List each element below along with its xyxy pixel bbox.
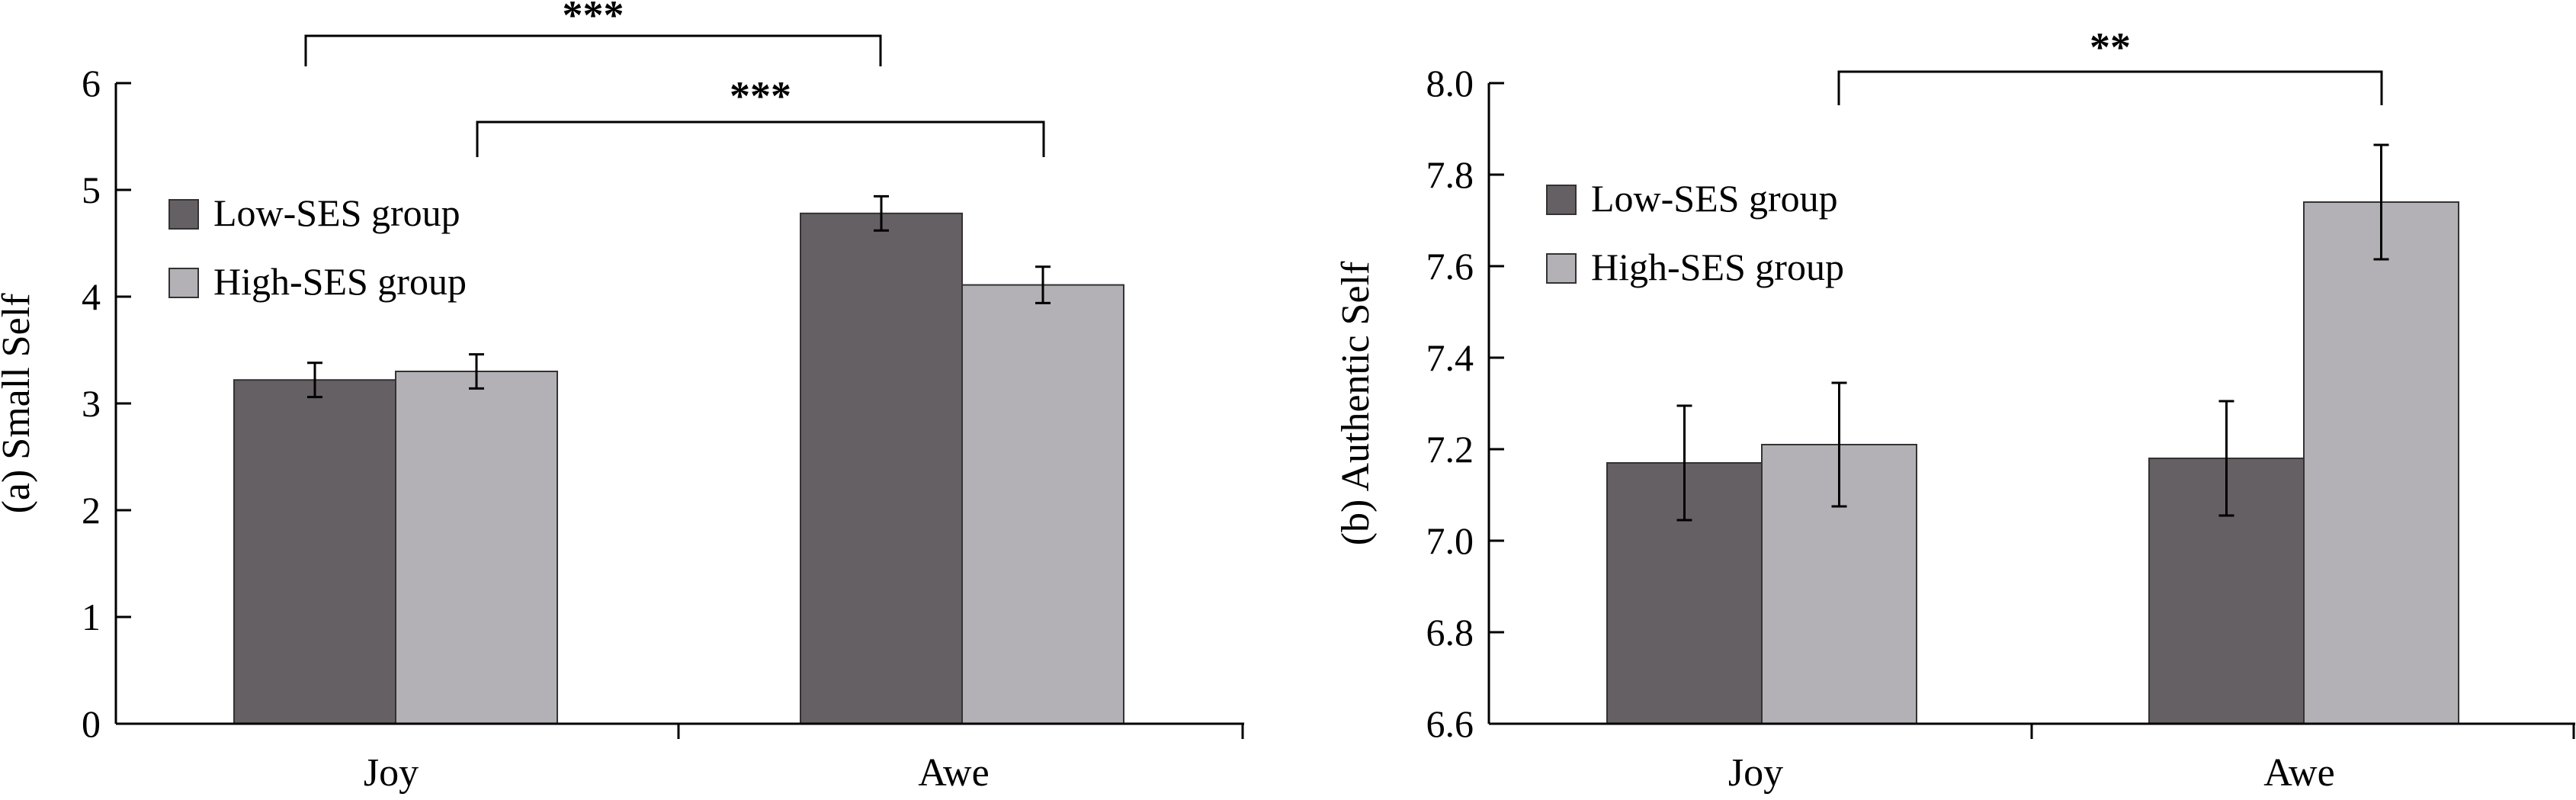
y-tick-label: 6.8 — [1426, 611, 1474, 654]
bar-high-awe — [2303, 201, 2459, 724]
legend-label-low: Low-SES group — [213, 191, 460, 234]
significance-label: *** — [730, 73, 791, 119]
legend-swatch-low — [1546, 185, 1577, 215]
y-tick-label: 0 — [82, 702, 101, 745]
significance-bracket — [1837, 70, 2383, 105]
panel-authentic-self: 6.6 6.8 7.0 7.2 7.4 7.6 7.8 8.0 (b) Authentic Se… — [1334, 24, 2575, 795]
legend-label-high: High-SES group — [1591, 246, 1844, 288]
y-tick-label: 7.0 — [1426, 519, 1474, 562]
bar-high-joy — [395, 371, 558, 724]
category-label-joy: Joy — [1728, 751, 1783, 795]
significance-label: *** — [563, 0, 624, 38]
bar-low-awe — [800, 212, 963, 724]
legend-swatch-high — [1546, 253, 1577, 284]
y-tick-label: 1 — [82, 596, 101, 638]
legend-label-high: High-SES group — [213, 260, 467, 303]
significance-label: ** — [2090, 24, 2131, 70]
category-label-joy: Joy — [364, 751, 419, 795]
y-axis-label: (b) Authentic Self — [1334, 261, 1378, 545]
category-label-awe: Awe — [918, 751, 989, 795]
category-label-awe: Awe — [2263, 751, 2334, 795]
legend-label-low: Low-SES group — [1591, 177, 1838, 220]
bar-high-awe — [961, 284, 1124, 725]
y-tick-label: 3 — [82, 382, 101, 425]
y-tick-label: 5 — [82, 169, 101, 211]
y-tick-label: 8.0 — [1426, 62, 1474, 104]
y-tick-label: 7.8 — [1426, 153, 1474, 196]
y-tick-label: 2 — [82, 489, 101, 532]
y-axis-label: (a) Small Self — [0, 293, 38, 514]
bar-low-joy — [233, 379, 396, 724]
legend-swatch-low — [168, 199, 199, 230]
y-tick-label: 6 — [82, 62, 101, 104]
y-tick-label: 7.4 — [1426, 336, 1474, 379]
y-tick-label: 4 — [82, 275, 101, 318]
y-tick-label: 6.6 — [1426, 702, 1474, 745]
y-tick-label: 7.2 — [1426, 428, 1474, 471]
y-tick-label: 7.6 — [1426, 245, 1474, 288]
significance-bracket — [304, 34, 882, 66]
panel-small-self: 0 1 2 3 4 5 6 (a) Small Self Joy Awe Low-SES group… — [0, 0, 1244, 795]
significance-bracket — [476, 120, 1045, 157]
legend-swatch-high — [168, 268, 199, 298]
